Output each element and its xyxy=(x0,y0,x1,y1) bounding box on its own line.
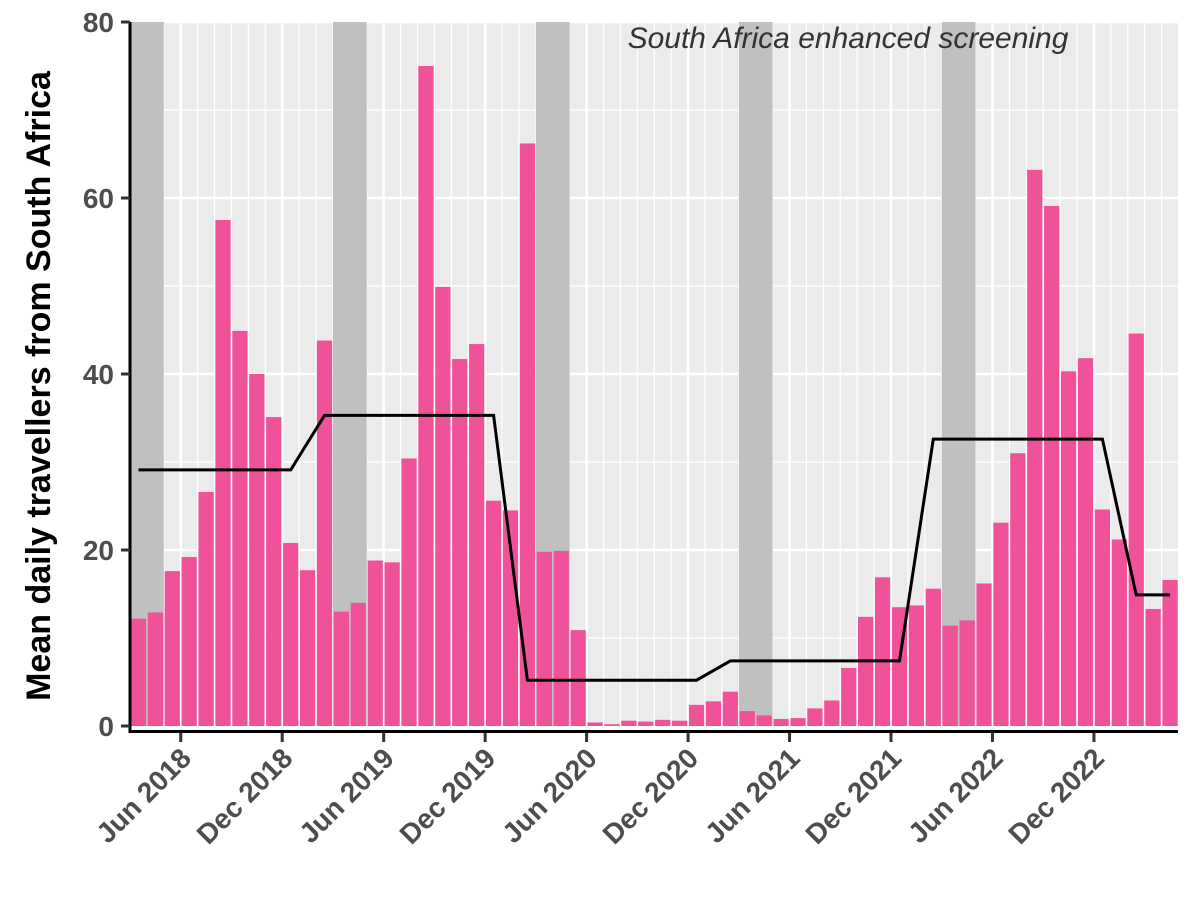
x-tick-label: Dec 2020 xyxy=(597,742,705,850)
bar xyxy=(452,359,468,726)
bar xyxy=(925,588,941,726)
bar xyxy=(570,630,586,726)
seasonal-mean-line xyxy=(138,413,1171,682)
bar xyxy=(266,417,282,726)
y-tick-label: 40 xyxy=(83,359,114,390)
bar xyxy=(553,550,569,726)
bar xyxy=(469,344,485,726)
bar xyxy=(1077,358,1094,726)
bar xyxy=(841,667,857,726)
bar xyxy=(621,720,637,726)
bar xyxy=(249,374,265,726)
x-tick-label: Jun 2021 xyxy=(699,742,806,849)
bar xyxy=(215,220,231,726)
bar xyxy=(604,724,620,726)
x-tick-label: Dec 2022 xyxy=(1002,742,1110,850)
bar xyxy=(401,458,417,726)
x-tick-label: Dec 2019 xyxy=(394,742,502,850)
bar xyxy=(705,701,722,726)
bar xyxy=(807,708,823,726)
bar xyxy=(350,602,366,726)
bar xyxy=(232,330,248,726)
bar xyxy=(672,720,688,726)
bar xyxy=(756,715,772,726)
bar xyxy=(1044,205,1060,727)
bar xyxy=(655,719,671,726)
bar xyxy=(367,560,383,726)
bar xyxy=(1060,371,1077,726)
annotation-label: South Africa enhanced screening xyxy=(628,22,1069,55)
bar xyxy=(147,612,163,726)
y-tick-label: 80 xyxy=(83,7,114,38)
screening-band xyxy=(738,22,773,726)
x-tick-label: Jun 2022 xyxy=(902,742,1009,849)
bar xyxy=(976,583,992,726)
bar xyxy=(536,551,552,726)
bar xyxy=(773,718,789,726)
bar xyxy=(1162,579,1178,726)
x-tick-label: Jun 2019 xyxy=(293,742,400,849)
x-tick-label: Jun 2020 xyxy=(496,742,603,849)
bar xyxy=(181,557,197,726)
bar xyxy=(587,722,603,726)
bar xyxy=(384,562,400,726)
bar xyxy=(942,625,958,726)
bar xyxy=(333,611,350,726)
bar xyxy=(502,510,519,726)
bar xyxy=(739,711,755,726)
x-tick-label: Dec 2018 xyxy=(191,742,299,850)
x-tick-label: Jun 2018 xyxy=(90,742,197,849)
bar xyxy=(790,718,806,726)
bar xyxy=(519,143,536,726)
bar xyxy=(283,542,299,726)
y-ticks: 0 20 40 60 80 xyxy=(83,7,130,742)
screening-band xyxy=(941,22,976,726)
bar xyxy=(1145,608,1161,726)
bar xyxy=(908,605,924,726)
bar xyxy=(824,700,840,726)
bar xyxy=(1010,453,1026,726)
bar xyxy=(874,577,891,726)
bar xyxy=(722,691,738,726)
x-tick-label: Dec 2021 xyxy=(799,742,907,850)
bar xyxy=(858,616,874,726)
bar xyxy=(638,721,654,726)
bar xyxy=(1027,169,1043,727)
bar xyxy=(1094,509,1111,726)
bar xyxy=(316,340,333,726)
y-tick-label: 60 xyxy=(83,183,114,214)
bar xyxy=(1128,333,1144,726)
y-tick-label: 20 xyxy=(83,535,114,566)
bar xyxy=(418,66,434,726)
bar xyxy=(435,286,451,726)
bar xyxy=(993,522,1009,726)
axes xyxy=(128,22,1178,733)
bar xyxy=(1111,539,1127,726)
bar xyxy=(688,704,705,726)
bar xyxy=(130,618,147,726)
bar xyxy=(959,620,975,726)
screening-band xyxy=(130,22,164,726)
bar xyxy=(299,570,316,726)
y-tick-label: 0 xyxy=(98,711,114,742)
y-axis-title: Mean daily travellers from South Africa xyxy=(20,70,58,701)
bar xyxy=(485,500,502,726)
bars xyxy=(130,66,1178,727)
bar xyxy=(164,571,180,726)
bar xyxy=(198,491,214,726)
